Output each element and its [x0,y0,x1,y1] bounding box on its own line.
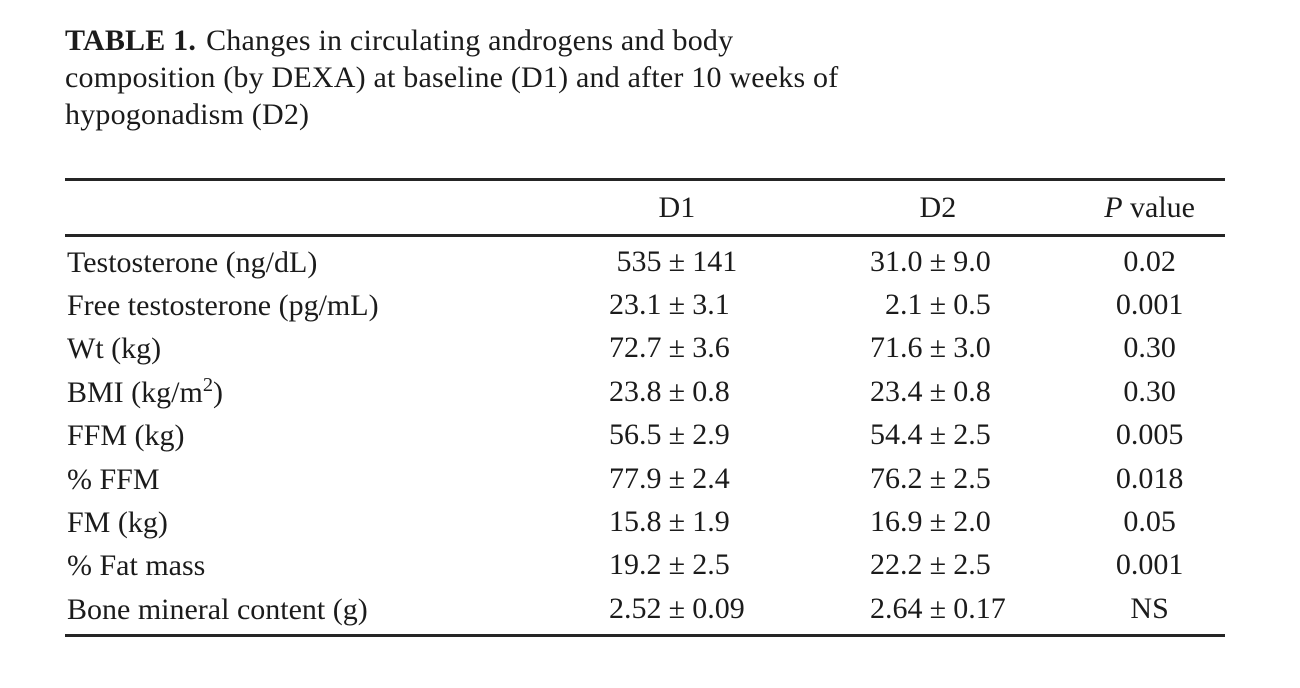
table-row: % Fat mass 19.2 ±2.5 22.2 ±2.5 0.001 [65,544,1225,587]
plus-minus-sign: ± [668,591,686,625]
d2-value: 16.9 ±2.0 [869,505,991,539]
d1-value: 56.5 ±2.9 [608,418,730,452]
table-row: FFM (kg) 56.5 ±2.9 54.4 ±2.5 0.005 [65,414,1225,457]
row-label: Wt (kg) [67,332,162,366]
d2-value: 71.6 ±3.0 [869,331,991,365]
header-empty [65,180,552,236]
row-label: % Fat mass [67,549,206,583]
d1-value: 15.8 ±1.9 [608,505,730,539]
caption-text: composition (by DEXA) at baseline (D1) a… [65,61,839,94]
p-rest: value [1130,190,1195,224]
caption-line: composition (by DEXA) at baseline (D1) a… [65,59,1225,96]
p-value: 0.018 [1115,461,1184,495]
table-row: FM (kg) 15.8 ±1.9 16.9 ±2.0 0.05 [65,500,1225,543]
d1-value: 72.7 ±3.6 [608,331,730,365]
header-p-value: P value [1074,180,1225,236]
plus-minus-sign: ± [929,461,947,495]
plus-minus-sign: ± [929,288,947,322]
p-value: 0.02 [1123,244,1176,278]
d1-value: 23.8 ±0.8 [608,374,730,408]
table-body: Testosterone (ng/dL) 535 ±141 31.0 ±9.0 0.… [65,236,1225,636]
p-value: NS [1130,591,1169,625]
row-label: % FFM [67,462,160,496]
table-caption: TABLE 1. Changes in circulating androgens… [65,22,1225,133]
plus-minus-sign: ± [929,374,947,408]
plus-minus-sign: ± [668,418,686,452]
header-d1: D1 [658,190,696,224]
plus-minus-sign: ± [929,591,947,625]
plus-minus-sign: ± [668,331,686,365]
plus-minus-sign: ± [668,244,686,278]
plus-minus-sign: ± [929,418,947,452]
header-d2: D2 [919,190,957,224]
caption-text: Changes in circulating androgens and bod… [206,24,734,57]
table-number-label: TABLE 1. [65,24,197,57]
row-label: Testosterone (ng/dL) [67,245,318,279]
row-label: Free testosterone (pg/mL) [67,289,379,323]
d1-value: 535 ±141 [616,244,738,278]
d2-value: 2.64 ±0.17 [869,591,1006,625]
d2-value: 23.4 ±0.8 [869,374,991,408]
p-value: 0.001 [1115,288,1184,322]
row-label: Bone mineral content (g) [67,592,368,626]
d2-value: 31.0 ±9.0 [869,244,991,278]
d1-value: 23.1 ±3.1 [608,288,730,322]
row-label: BMI (kg/m2) [67,373,224,409]
table-row: BMI (kg/m2) 23.8 ±0.8 23.4 ±0.8 0.30 [65,370,1225,413]
d1-value: 77.9 ±2.4 [608,461,730,495]
plus-minus-sign: ± [668,288,686,322]
plus-minus-sign: ± [929,548,947,582]
p-value: 0.005 [1115,418,1184,452]
table-figure: TABLE 1. Changes in circulating androgens… [65,22,1225,637]
caption-text: hypogonadism (D2) [65,98,310,131]
caption-line: TABLE 1. Changes in circulating androgens… [65,22,1225,59]
table-header: D1 D2 P value [65,180,1225,236]
table-row: Testosterone (ng/dL) 535 ±141 31.0 ±9.0 0.… [65,236,1225,284]
d2-value: 54.4 ±2.5 [869,418,991,452]
d2-value: 2.1 ±0.5 [884,288,991,322]
caption-line: hypogonadism (D2) [65,96,1225,133]
plus-minus-sign: ± [668,505,686,539]
table-row: Bone mineral content (g) 2.52 ±0.09 2.64 ±… [65,587,1225,635]
plus-minus-sign: ± [929,331,947,365]
d2-value: 76.2 ±2.5 [869,461,991,495]
d2-value: 22.2 ±2.5 [869,548,991,582]
row-label: FM (kg) [67,506,168,540]
table-row: Wt (kg) 72.7 ±3.6 71.6 ±3.0 0.30 [65,327,1225,370]
plus-minus-sign: ± [668,461,686,495]
p-value: 0.30 [1123,331,1176,365]
p-value: 0.05 [1123,505,1176,539]
plus-minus-sign: ± [929,505,947,539]
table-row: Free testosterone (pg/mL) 23.1 ±3.1 2.1 ±0… [65,283,1225,326]
p-value: 0.30 [1123,374,1176,408]
p-value: 0.001 [1115,548,1184,582]
p-symbol: P [1104,190,1123,224]
plus-minus-sign: ± [929,244,947,278]
plus-minus-sign: ± [668,374,686,408]
row-label: FFM (kg) [67,419,185,453]
header-row: D1 D2 P value [65,180,1225,236]
plus-minus-sign: ± [668,548,686,582]
results-table: D1 D2 P value Testosterone (ng/dL) 535 ±1… [65,178,1225,637]
table-row: % FFM 77.9 ±2.4 76.2 ±2.5 0.018 [65,457,1225,500]
d1-value: 19.2 ±2.5 [608,548,730,582]
d1-value: 2.52 ±0.09 [608,591,745,625]
